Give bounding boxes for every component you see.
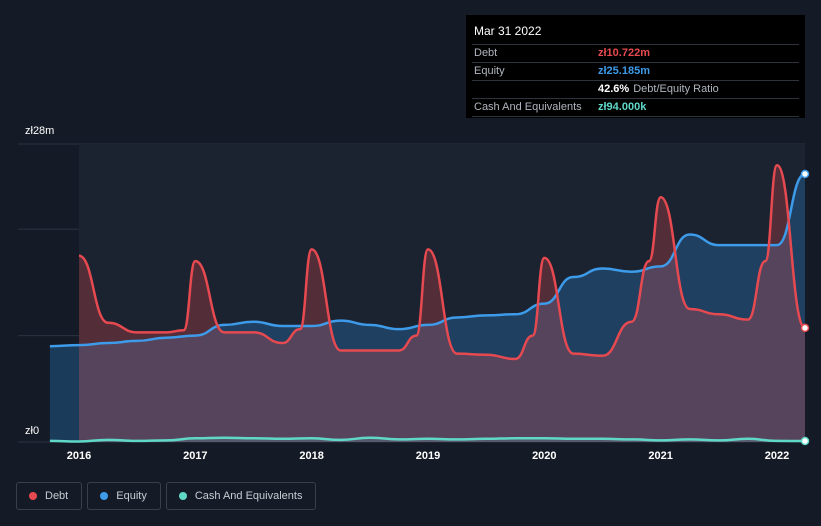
tooltip-equity-label: Equity bbox=[474, 65, 505, 77]
debt-end-marker bbox=[800, 323, 810, 333]
legend-item-debt[interactable]: Debt bbox=[16, 482, 83, 510]
legend-item-equity[interactable]: Equity bbox=[87, 482, 161, 510]
x-tick-label: 2021 bbox=[648, 450, 673, 462]
x-tick-label: 2017 bbox=[183, 450, 208, 462]
tooltip-date: Mar 31 2022 bbox=[472, 15, 799, 45]
tooltip-equity-row: Equity zł25.185m bbox=[472, 63, 799, 81]
x-tick-label: 2022 bbox=[764, 450, 790, 462]
legend-label-debt: Debt bbox=[45, 490, 69, 502]
x-tick-label: 2016 bbox=[66, 450, 92, 462]
legend-dot-debt bbox=[29, 492, 37, 500]
tooltip-debt-label: Debt bbox=[474, 47, 498, 59]
tooltip-ratio-row: 42.6% Debt/Equity Ratio bbox=[472, 81, 799, 99]
y-axis-bottom-label: zł0 bbox=[25, 425, 40, 437]
tooltip-cash-label: Cash And Equivalents bbox=[474, 101, 582, 113]
tooltip-cash-row: Cash And Equivalents zł94.000k bbox=[472, 99, 799, 117]
legend-dot-cash bbox=[178, 492, 187, 500]
x-tick-label: 2018 bbox=[299, 450, 324, 462]
equity-line bbox=[49, 172, 806, 348]
equity-area bbox=[49, 173, 806, 442]
tooltip-debt-row: Debt zł10.722m bbox=[472, 45, 799, 63]
data-tooltip: Mar 31 2022 Debt zł10.722m Equity zł25.1… bbox=[466, 15, 805, 118]
legend-dot-equity bbox=[100, 492, 109, 500]
chart-legend: Debt Equity Cash And Equivalents bbox=[16, 482, 317, 510]
tooltip-debt-value: zł10.722m bbox=[598, 47, 650, 59]
legend-label-cash: Cash And Equivalents bbox=[194, 490, 303, 502]
tooltip-cash-value: zł94.000k bbox=[598, 101, 647, 113]
y-axis-top-label: zł28m bbox=[25, 125, 55, 137]
debt-line bbox=[78, 164, 807, 361]
equity-end-marker bbox=[800, 169, 810, 179]
tooltip-ratio-label: Debt/Equity Ratio bbox=[633, 83, 719, 95]
cash-line bbox=[49, 436, 806, 443]
tooltip-equity-value: zł25.185m bbox=[598, 65, 650, 77]
cash-end-marker bbox=[800, 436, 810, 446]
x-tick-label: 2020 bbox=[532, 450, 557, 462]
legend-item-cash[interactable]: Cash And Equivalents bbox=[165, 482, 317, 510]
tooltip-ratio-value: 42.6% bbox=[598, 83, 630, 95]
x-tick-label: 2019 bbox=[415, 450, 441, 462]
legend-label-equity: Equity bbox=[116, 490, 147, 502]
